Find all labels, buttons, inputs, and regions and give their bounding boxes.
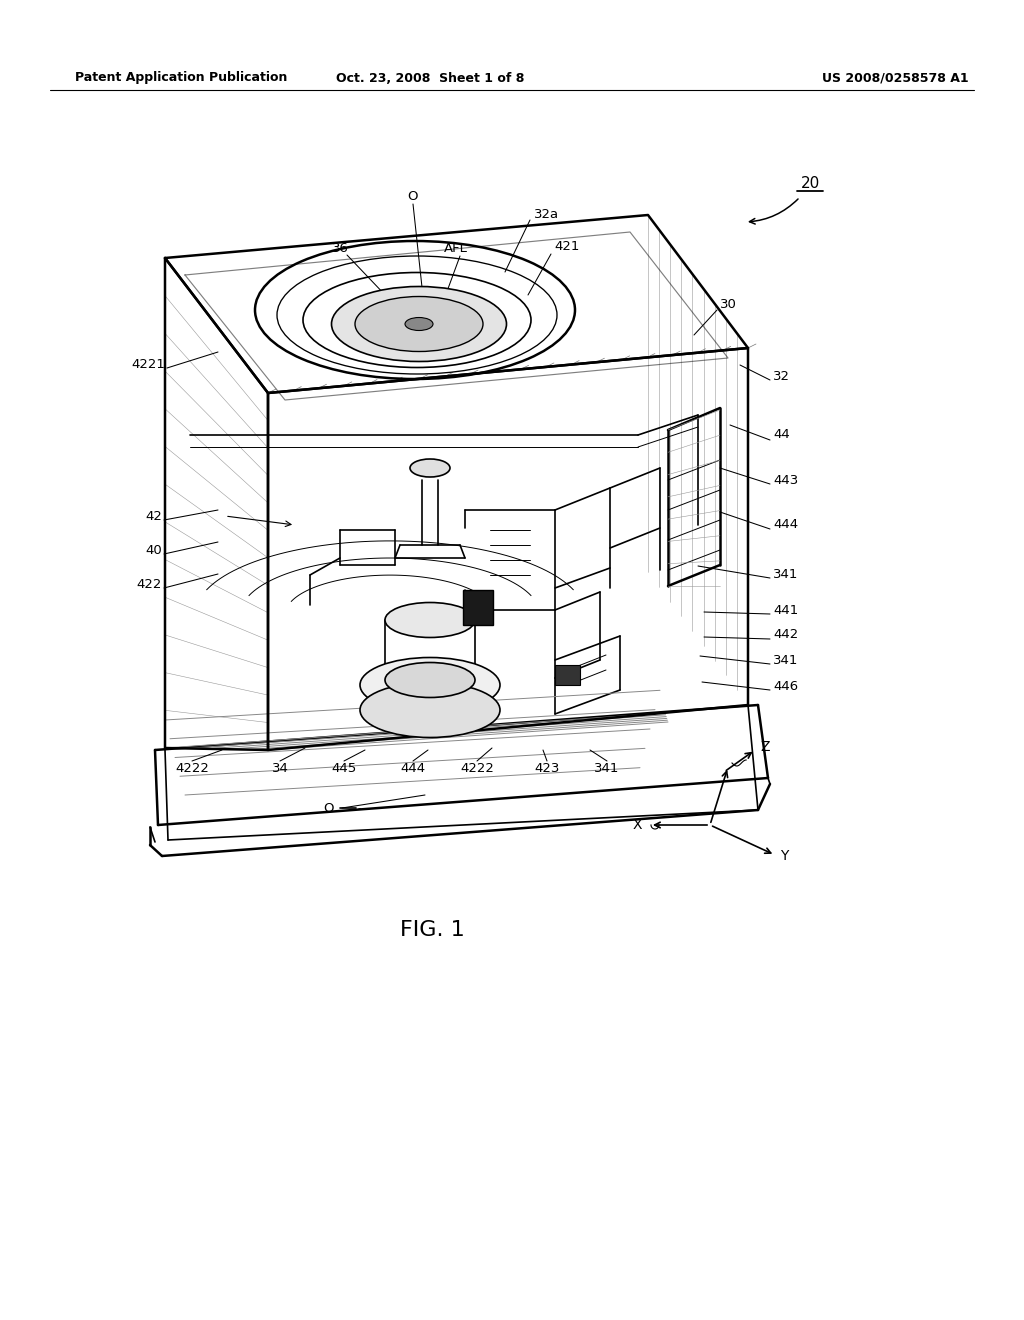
Text: 442: 442 (773, 628, 799, 642)
Text: Patent Application Publication: Patent Application Publication (75, 71, 288, 84)
Text: 4221: 4221 (131, 359, 165, 371)
Text: O: O (408, 190, 418, 202)
Text: US 2008/0258578 A1: US 2008/0258578 A1 (821, 71, 969, 84)
Text: 423: 423 (535, 762, 560, 775)
Ellipse shape (385, 663, 475, 697)
Text: 20: 20 (801, 176, 819, 190)
Bar (555, 665, 580, 685)
Text: 4222: 4222 (175, 762, 209, 775)
Text: 42: 42 (145, 510, 162, 523)
Ellipse shape (360, 682, 500, 738)
Text: Y: Y (780, 849, 788, 863)
Ellipse shape (385, 602, 475, 638)
Text: 441: 441 (773, 603, 799, 616)
Text: 341: 341 (773, 653, 799, 667)
Text: 30: 30 (720, 297, 737, 310)
Text: X: X (633, 818, 642, 832)
Text: Z: Z (760, 741, 769, 754)
Bar (463, 590, 493, 624)
Text: 444: 444 (400, 762, 426, 775)
Text: 422: 422 (136, 578, 162, 590)
Text: O: O (323, 801, 333, 814)
Text: 341: 341 (594, 762, 620, 775)
Text: 36: 36 (332, 242, 348, 255)
Text: 44: 44 (773, 429, 790, 441)
Text: 445: 445 (332, 762, 356, 775)
Text: Oct. 23, 2008  Sheet 1 of 8: Oct. 23, 2008 Sheet 1 of 8 (336, 71, 524, 84)
Text: 446: 446 (773, 680, 798, 693)
Text: 32: 32 (773, 370, 790, 383)
Text: 32a: 32a (534, 207, 559, 220)
Text: 421: 421 (554, 240, 580, 253)
Ellipse shape (332, 286, 507, 362)
Ellipse shape (355, 297, 483, 351)
Ellipse shape (406, 318, 433, 330)
Text: 443: 443 (773, 474, 799, 487)
Text: 341: 341 (773, 568, 799, 581)
Text: 34: 34 (271, 762, 289, 775)
Text: AFL: AFL (444, 242, 468, 255)
Ellipse shape (360, 657, 500, 713)
Text: 40: 40 (145, 544, 162, 557)
Text: 444: 444 (773, 519, 798, 532)
Ellipse shape (410, 459, 450, 477)
Text: FIG. 1: FIG. 1 (399, 920, 464, 940)
Text: 4222: 4222 (460, 762, 494, 775)
